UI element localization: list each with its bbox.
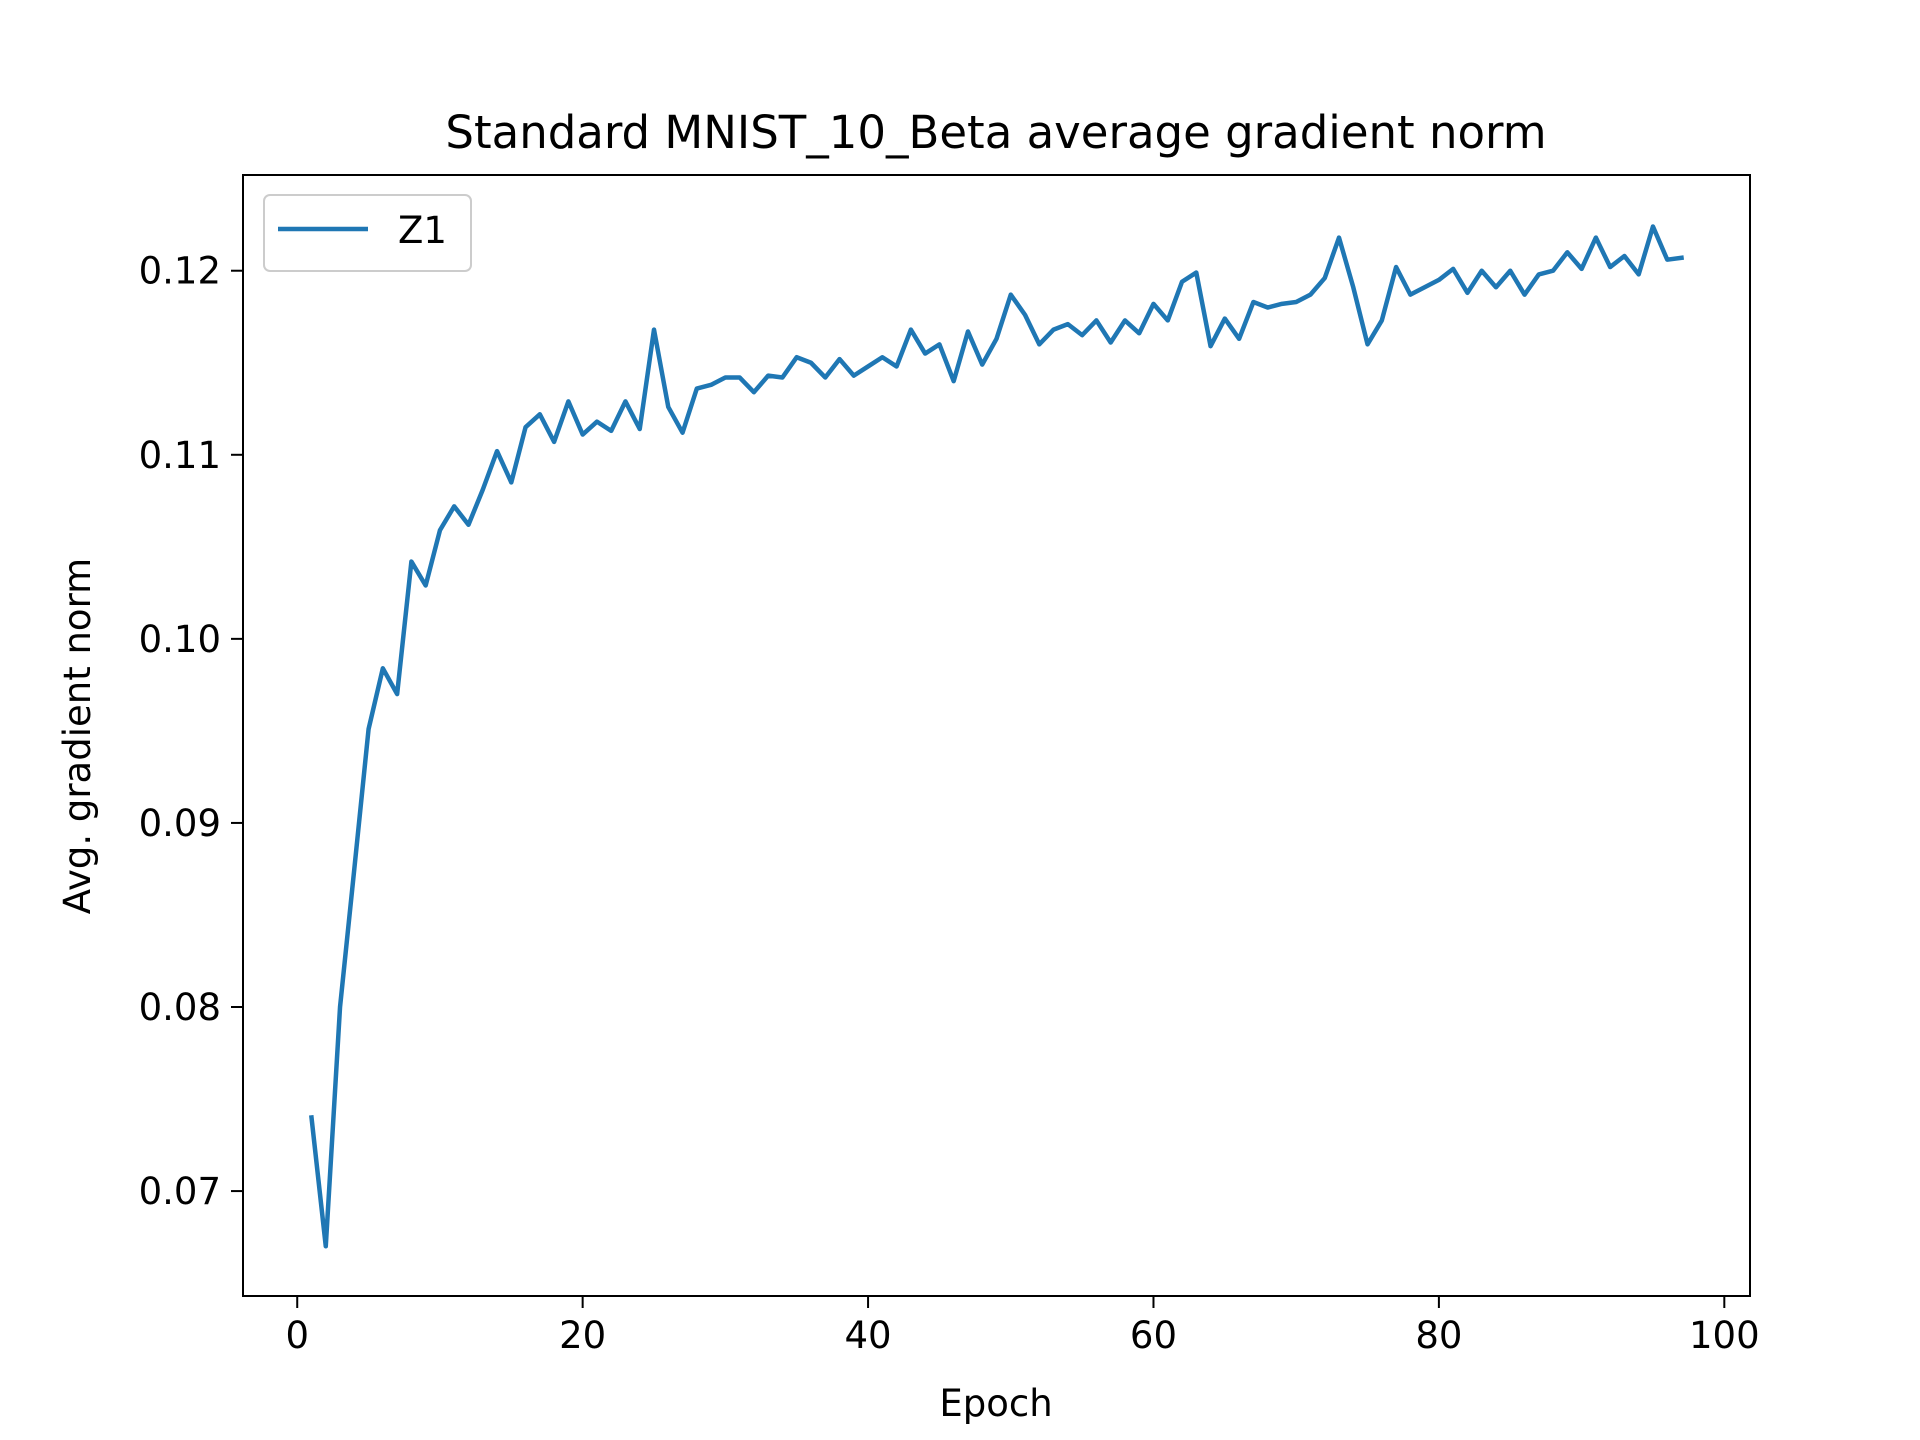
legend-label-z1: Z1 xyxy=(398,209,447,252)
y-tick-label: 0.11 xyxy=(139,434,221,477)
x-axis-label: Epoch xyxy=(939,1382,1052,1425)
legend-box xyxy=(263,194,472,272)
y-tick-label: 0.09 xyxy=(139,802,221,845)
y-tick-label: 0.12 xyxy=(139,250,221,293)
x-tick-label: 60 xyxy=(1130,1314,1177,1357)
x-tick-label: 0 xyxy=(285,1314,309,1357)
axes-frame xyxy=(242,174,1751,1297)
plot-area: 0 20 40 60 80 100 0.07 0.08 0.09 0.10 0.11 0.12 xyxy=(139,174,1760,1357)
y-axis-label: Avg. gradient norm xyxy=(56,558,99,914)
chart-title: Standard MNIST_10_Beta average gradient … xyxy=(445,106,1546,159)
x-tick-label: 40 xyxy=(845,1314,892,1357)
x-tick-label: 20 xyxy=(559,1314,606,1357)
x-tick-label: 100 xyxy=(1689,1314,1760,1357)
x-tick-label: 80 xyxy=(1415,1314,1462,1357)
y-axis-ticks: 0.07 0.08 0.09 0.10 0.11 0.12 xyxy=(139,250,243,1213)
y-tick-label: 0.10 xyxy=(139,618,221,661)
series-points-z1 xyxy=(311,226,1682,1247)
x-axis-ticks: 0 20 40 60 80 100 xyxy=(285,1296,1760,1357)
legend: Z1 xyxy=(263,194,472,272)
y-tick-label: 0.08 xyxy=(139,986,221,1029)
y-tick-label: 0.07 xyxy=(139,1170,221,1213)
